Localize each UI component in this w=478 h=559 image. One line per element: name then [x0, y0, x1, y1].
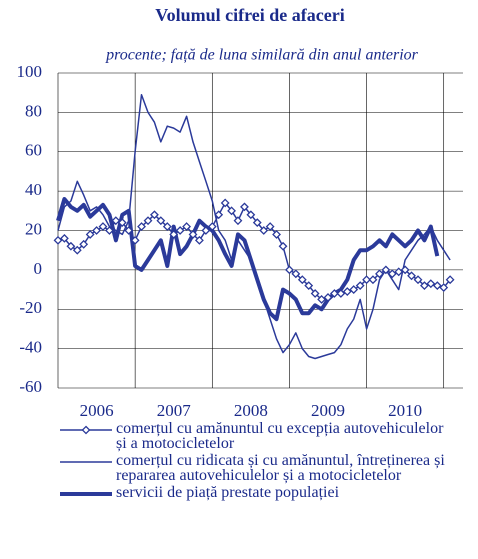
point — [278, 241, 288, 251]
legend-item: servicii de piață prestate populației — [0, 484, 456, 501]
series-line — [57, 93, 451, 360]
legend-swatch — [60, 425, 112, 435]
legend-swatch — [60, 492, 112, 496]
point — [175, 226, 185, 235]
y-tick-label: -40 — [19, 338, 42, 357]
point — [59, 233, 69, 243]
y-tick-label: 80 — [25, 101, 42, 120]
point — [124, 226, 134, 235]
legend-label: comerțul cu amănuntul cu excepția autove… — [116, 420, 444, 452]
point — [246, 210, 256, 220]
chart-title: Volumul cifrei de afaceri — [155, 5, 344, 25]
point — [156, 216, 166, 226]
legend-item: comerțul cu amănuntul cu excepția autove… — [0, 420, 456, 452]
point — [214, 210, 224, 220]
y-tick-label: 20 — [25, 219, 42, 238]
point — [368, 275, 378, 285]
y-tick-label: 40 — [25, 180, 42, 199]
y-tick-label: -20 — [19, 298, 42, 317]
x-tick-label: 2009 — [311, 401, 345, 420]
point — [362, 275, 371, 285]
point — [355, 281, 365, 291]
y-tick-label: 0 — [34, 259, 43, 278]
point — [188, 230, 198, 239]
point — [240, 202, 249, 212]
point — [394, 267, 404, 277]
y-tick-label: 60 — [25, 141, 42, 160]
point — [375, 269, 384, 279]
chart: Volumul cifrei de afaceri procente; față… — [17, 5, 463, 420]
point — [233, 216, 243, 226]
point — [297, 275, 307, 285]
legend: comerțul cu amănuntul cu excepția autove… — [0, 420, 478, 504]
point — [342, 287, 352, 296]
point — [117, 218, 127, 228]
point — [381, 265, 391, 275]
point — [79, 239, 89, 249]
point — [329, 289, 339, 298]
point — [272, 230, 281, 239]
point — [336, 289, 346, 298]
point — [265, 222, 275, 231]
point — [98, 222, 108, 231]
point — [105, 226, 114, 235]
point — [413, 275, 423, 285]
legend-marker — [81, 425, 91, 435]
point — [207, 222, 217, 231]
point — [400, 265, 410, 275]
point — [420, 281, 429, 291]
y-tick-label: -60 — [19, 377, 42, 396]
point — [130, 235, 140, 245]
point — [259, 226, 269, 235]
point — [194, 235, 204, 245]
y-tick-label: 100 — [17, 62, 43, 81]
x-tick-label: 2008 — [234, 401, 268, 420]
legend-label: servicii de piață prestate populației — [116, 484, 340, 501]
point — [317, 294, 327, 304]
point — [304, 281, 314, 291]
point — [162, 222, 172, 231]
x-tick-label: 2007 — [157, 401, 192, 420]
point — [445, 275, 455, 285]
point — [137, 222, 146, 231]
point — [111, 216, 121, 226]
point — [201, 226, 211, 235]
point — [85, 230, 95, 239]
x-tick-label: 2010 — [388, 401, 422, 420]
point — [220, 198, 230, 208]
point — [143, 216, 153, 226]
point — [439, 283, 449, 293]
point — [310, 289, 320, 298]
point — [285, 265, 294, 275]
point — [252, 218, 262, 228]
point — [323, 293, 333, 302]
point — [66, 241, 76, 251]
point — [407, 271, 416, 281]
chart-subtitle: procente; față de luna similară din anul… — [105, 47, 419, 64]
legend-label: comerțul cu ridicata și cu amănuntul, în… — [116, 452, 445, 484]
point — [349, 285, 359, 294]
point — [72, 245, 82, 255]
point — [291, 269, 301, 279]
point — [169, 230, 179, 239]
point — [432, 281, 442, 291]
point — [92, 226, 101, 235]
point — [387, 269, 397, 279]
point — [182, 222, 192, 231]
point — [227, 206, 236, 216]
x-tick-label: 2006 — [80, 401, 114, 420]
legend-swatch — [60, 461, 112, 463]
point — [150, 210, 159, 220]
series-line — [56, 197, 440, 322]
legend-item: comerțul cu ridicata și cu amănuntul, în… — [0, 452, 456, 484]
point — [53, 235, 63, 245]
point — [426, 279, 436, 289]
